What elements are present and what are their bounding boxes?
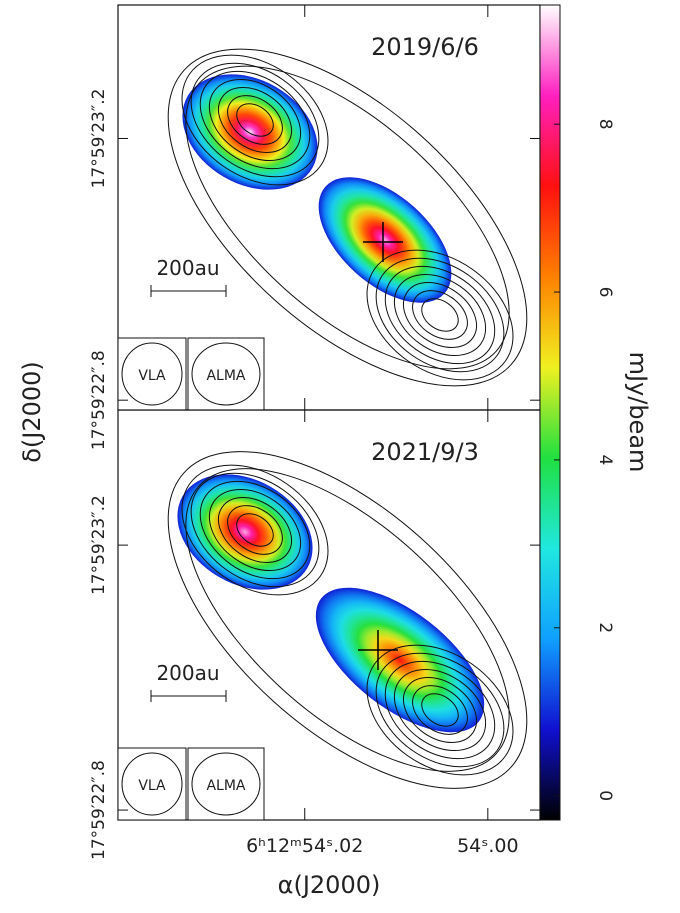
beam-label: ALMA [206, 368, 245, 384]
colorbar-label: mJy/beam [624, 352, 652, 473]
colorbar-tick-label: 2 [595, 622, 615, 633]
colorbar-tick-label: 8 [595, 119, 615, 130]
x-tick-label: 6ʰ12ᵐ54ˢ.02 [246, 835, 363, 857]
beam-label: ALMA [206, 778, 245, 794]
scale-bar-label: 200au [156, 256, 219, 280]
beam-label: VLA [138, 368, 166, 384]
beam-label: VLA [138, 778, 166, 794]
x-tick-label: 54ˢ.00 [457, 835, 518, 857]
panel-date: 2021/9/3 [371, 438, 479, 466]
figure: α(J2000) δ(J2000) mJy/beam 2019/6/6 200au… [0, 0, 680, 909]
panel-date: 2019/6/6 [371, 33, 479, 61]
colorbar [540, 5, 560, 820]
colorbar-tick-label: 4 [595, 455, 615, 466]
colorbar-tick-label: 6 [595, 287, 615, 298]
y-axis-label: δ(J2000) [18, 361, 46, 463]
x-axis-label: α(J2000) [278, 871, 381, 899]
panel: 2021/9/3 200au VLA ALMA 17°59′23″.2 17°59′22″… [89, 391, 585, 860]
y-tick-label: 17°59′23″.2 [89, 89, 109, 189]
panel: 2019/6/6 200au VLA ALMA 17°59′23″.2 17°59′22″… [89, 0, 585, 450]
y-tick-label: 17°59′22″.8 [89, 350, 109, 450]
colorbar-tick-label: 0 [595, 790, 615, 801]
y-tick-label: 17°59′22″.8 [89, 760, 109, 860]
scale-bar-label: 200au [156, 661, 219, 685]
y-tick-label: 17°59′23″.2 [89, 495, 109, 595]
